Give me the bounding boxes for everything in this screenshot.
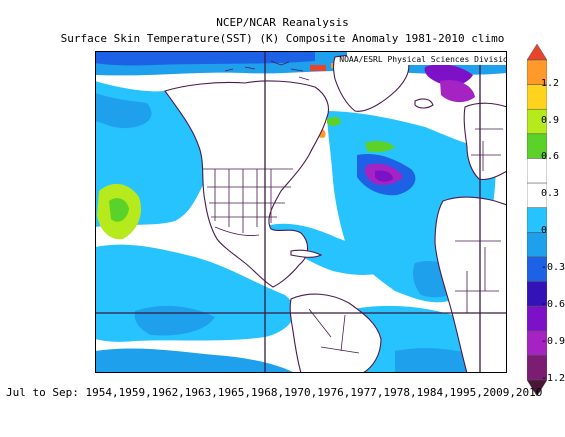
composite-years-label: Jul to Sep: 1954,1959,1962,1963,1965,196… bbox=[6, 386, 543, 399]
colorbar-tick-label: 1.2 bbox=[541, 77, 560, 89]
colorbar-tick-label: 0.3 bbox=[541, 188, 560, 200]
colorbar-tick-label: 0.9 bbox=[541, 114, 560, 126]
map-gridlines bbox=[95, 51, 507, 373]
arctic-hot-spot bbox=[310, 65, 326, 71]
pacific-warm-core bbox=[109, 198, 129, 222]
map-title: NCEP/NCAR Reanalysis bbox=[216, 16, 349, 29]
land-masses bbox=[164, 54, 507, 373]
africa-borders bbox=[455, 240, 501, 313]
colorbar-cells bbox=[527, 44, 547, 396]
map-subtitle: Surface Skin Temperature(SST) (K) Compos… bbox=[60, 32, 505, 45]
labrador-sea-purple bbox=[424, 64, 473, 86]
colorbar-tick-label: 0.6 bbox=[541, 151, 560, 163]
colorbar-tick-label: -1.2 bbox=[541, 373, 565, 384]
colorbar-cell bbox=[527, 379, 547, 396]
credit-text: NOAA/ESRL Physical Sciences Division bbox=[339, 55, 507, 64]
map-frame bbox=[95, 51, 507, 373]
political-borders bbox=[203, 60, 503, 354]
iceland-land bbox=[414, 98, 434, 109]
ne-pacific-cold-deep bbox=[95, 93, 152, 129]
north-america-land bbox=[164, 80, 330, 288]
south-pacific-cold bbox=[95, 348, 295, 373]
us-state-lines-1 bbox=[214, 169, 272, 233]
cuba-island bbox=[290, 249, 323, 258]
colorbar-cell bbox=[527, 44, 547, 61]
iceland-warm bbox=[327, 116, 341, 126]
arctic-islands bbox=[224, 60, 310, 81]
anomaly-map: NOAA/ESRL Physical Sciences Division bbox=[95, 51, 507, 373]
arctic-deep-cold bbox=[95, 51, 315, 66]
colorbar-tick-label: -0.6 bbox=[541, 299, 565, 311]
mexico-border bbox=[214, 226, 260, 236]
credit-label: NOAA/ESRL Physical Sciences Division bbox=[339, 52, 507, 65]
greenland-east-purple bbox=[440, 79, 475, 103]
europe-land bbox=[463, 102, 507, 181]
mid-atlantic-warm bbox=[365, 140, 395, 153]
credit-box bbox=[347, 52, 506, 65]
south-america-borders bbox=[308, 308, 360, 354]
colorbar-tick-label: -0.3 bbox=[541, 262, 565, 274]
north-atlantic-core bbox=[375, 170, 393, 182]
colorbar bbox=[527, 44, 547, 396]
colorbar-tick-label: 0 bbox=[541, 225, 548, 237]
us-state-lines-2 bbox=[207, 186, 291, 218]
colorbar-tick-label: -0.9 bbox=[541, 336, 565, 348]
